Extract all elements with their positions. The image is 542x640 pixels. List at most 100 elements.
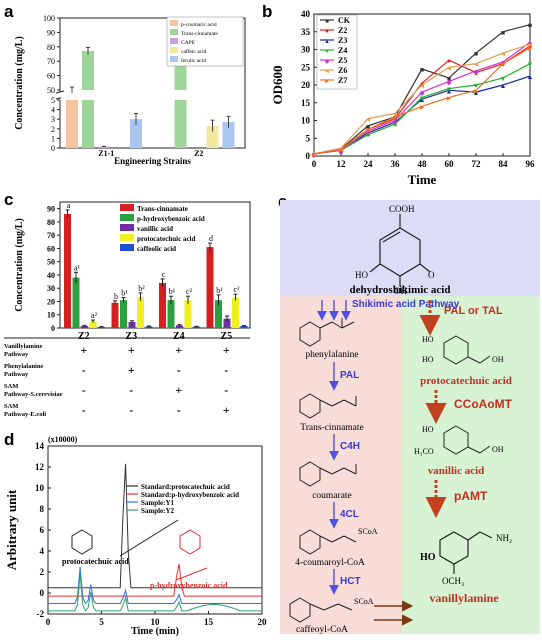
b-data-point: ■	[447, 76, 451, 83]
b-series-line	[313, 24, 531, 155]
d-ylabel: Arbitrary unit	[4, 489, 19, 570]
b-data-point: ◄	[446, 65, 453, 72]
c-legend-swatch	[120, 204, 134, 211]
c-legend-label: Trans-cinnamate	[137, 205, 188, 213]
c-table-mark: +	[223, 343, 230, 357]
c-bar	[232, 297, 239, 328]
c-table-mark: -	[82, 383, 86, 397]
dehydroshikimic-structure	[369, 214, 431, 286]
c-category-label: Z2	[78, 331, 90, 342]
shikimate-region	[280, 200, 540, 296]
a-legend-swatch	[170, 38, 178, 44]
pal-tal-label: PAL or TAL	[444, 305, 503, 317]
c-category-label: Z4	[173, 331, 185, 342]
b-data-point: ●	[447, 58, 451, 65]
b-xtick-label: 48	[418, 159, 428, 169]
b-ytick-label: 15	[301, 98, 311, 108]
ho-label-3: HO	[422, 355, 434, 364]
c-bar	[137, 296, 144, 328]
a-bar-lower	[82, 100, 94, 148]
b-data-point: ◄	[527, 42, 534, 49]
d-proto-structure-ring	[71, 529, 93, 555]
pamt-label: pAMT	[454, 489, 488, 503]
d-ytick-label: 4	[40, 546, 45, 556]
b-data-point: ●	[528, 44, 532, 51]
c-ytick-label: 70	[47, 231, 55, 240]
protocatechuic-structure	[443, 335, 491, 365]
c-table-row-label: SAM	[4, 403, 18, 410]
b-legend-label: Z7	[338, 76, 347, 85]
c-bar	[72, 277, 80, 328]
shikimic-pathway-label: Shikimic acid Pathway	[352, 299, 460, 310]
c-table-mark: -	[129, 403, 133, 417]
b-legend-label: Z6	[338, 66, 347, 75]
a-legend-label: Trans-cinnamate	[181, 31, 218, 37]
c-bar	[223, 318, 231, 328]
d-ytick-label: 6	[40, 525, 45, 535]
b-data-point: ►	[527, 46, 534, 53]
pal-enzyme-label: PAL	[340, 370, 359, 381]
a-xlabel: Engineering Strains	[114, 156, 191, 166]
shikimic-arrows	[317, 300, 351, 321]
d-xtick-label: 15	[204, 617, 214, 627]
d-xtick-label: 20	[258, 617, 268, 627]
c-table-mark: +	[175, 343, 182, 357]
b-data-point: ►	[338, 147, 345, 154]
d-annotation-arrow-2	[175, 567, 208, 581]
a-ytick-label: 3	[51, 115, 55, 124]
a-bar	[130, 119, 142, 148]
c-legend-swatch	[120, 234, 134, 241]
b-xtick-label: 36	[391, 159, 401, 169]
c-table-row-label: Pathway-S.cerevisiae	[4, 391, 63, 398]
cooh-label: COOH	[389, 204, 415, 214]
b-data-point: ●	[312, 152, 316, 159]
b-series-line	[313, 63, 531, 155]
d-ytick-label: 10	[35, 483, 45, 493]
b-legend-marker: ►	[324, 79, 330, 85]
a-legend-label: CAPE	[181, 40, 196, 46]
a-ytick-label: 70	[47, 57, 55, 66]
protocatechuic-label: protocatechuic acid	[420, 375, 512, 387]
d-ytick-label: 8	[40, 504, 45, 514]
b-data-point: ■	[474, 51, 478, 58]
ho-label-4: HO	[422, 425, 434, 434]
c-ytick-label: 0	[51, 324, 55, 333]
c-table-mark: +	[175, 383, 182, 397]
c-bar	[159, 282, 166, 328]
c-significance-letter: a¹	[74, 263, 81, 272]
b-data-point: ▼	[473, 83, 480, 90]
b-data-point: ►	[473, 88, 480, 95]
d-ytick-label: 0	[40, 588, 45, 598]
b-data-point: ◄	[311, 152, 318, 159]
c-bar	[89, 321, 97, 328]
ho-label-1: HO	[355, 270, 368, 280]
a-bar	[206, 125, 219, 148]
c-table-mark: +	[128, 343, 135, 357]
a-ytick-label: 90	[47, 28, 55, 37]
b-data-point: ▲	[338, 148, 345, 155]
b-legend-label: Z3	[338, 36, 347, 45]
c-table-row-label: Pathway	[4, 371, 29, 378]
b-data-point: ▼	[500, 76, 507, 83]
c-bar	[193, 326, 200, 328]
b-legend-label: Z4	[338, 46, 347, 55]
b-xtick-label: 96	[526, 159, 536, 169]
c-ytick-label: 40	[47, 271, 55, 280]
panel-label-d: d	[4, 430, 15, 449]
c-significance-letter: c²	[186, 287, 193, 296]
vanillic-structure	[443, 425, 491, 455]
b-data-point: ►	[500, 62, 507, 69]
b-data-point: ◆	[392, 119, 398, 126]
b-xtick-label: 60	[445, 159, 455, 169]
c-table-mark: -	[224, 383, 228, 397]
b-xtick-label: 72	[472, 159, 482, 169]
d-xtick-label: 0	[46, 617, 51, 627]
c-table-mark: +	[223, 403, 230, 417]
d-legend-label: Sample:Y1	[141, 499, 175, 507]
c-table-mark: -	[82, 403, 86, 417]
d-ytick-label: -2	[37, 609, 45, 619]
b-xtick-label: 84	[499, 159, 509, 169]
phenylalanine-label: phenylalanine	[305, 350, 358, 360]
b-data-point: ◆	[473, 69, 479, 76]
d-ytick-label: 12	[35, 462, 45, 472]
